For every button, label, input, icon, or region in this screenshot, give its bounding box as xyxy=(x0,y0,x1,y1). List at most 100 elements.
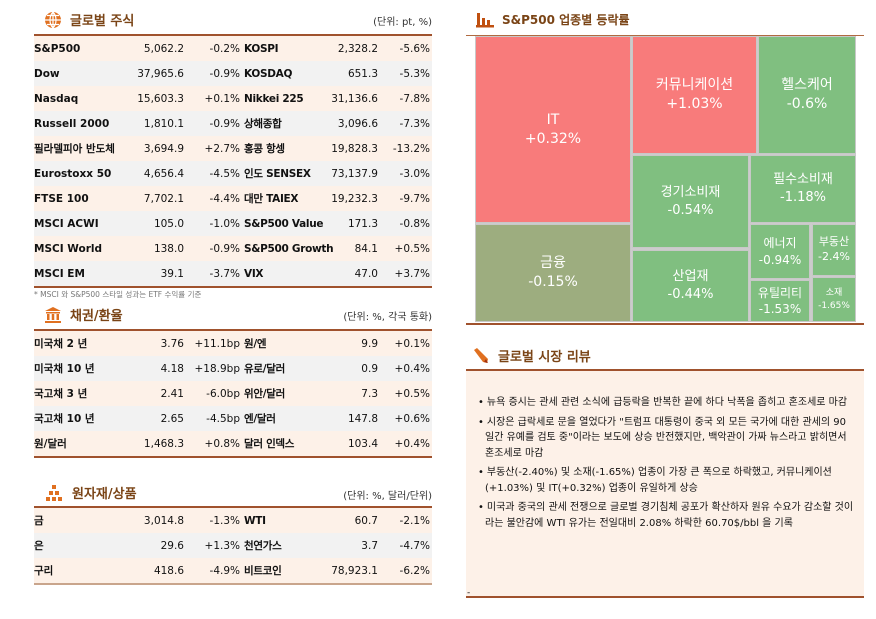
bonds-table: 미국채 2 년 3.76 +11.1bp 원/엔 9.9 +0.1% 미국채 10 년 4.1… xyxy=(34,329,432,458)
table-row: 원/달러 1,468.3 +0.8% 달러 인덱스 103.4 +0.4% xyxy=(34,431,432,456)
cell-change-2: -7.8% xyxy=(399,92,430,105)
cell-value-2: 2,328.2 xyxy=(337,42,378,55)
sector-name: 소재 xyxy=(825,288,843,299)
cell-change: +0.1% xyxy=(204,92,240,105)
equities-unit: (단위: pt, %) xyxy=(373,17,432,28)
cell-value-2: 147.8 xyxy=(347,412,378,425)
cell-value: 105.0 xyxy=(153,217,184,230)
sector-cell: 산업재 -0.44% xyxy=(632,250,749,322)
cell-value: 1,468.3 xyxy=(143,437,184,450)
cell-name-2: 위안/달러 xyxy=(244,388,285,400)
sector-value: +0.32% xyxy=(524,130,582,147)
cell-change: -4.5bp xyxy=(206,412,240,425)
table-row: 국고채 3 년 2.41 -6.0bp 위안/달러 7.3 +0.5% xyxy=(34,381,432,406)
table-row: 금 3,014.8 -1.3% WTI 60.7 -2.1% xyxy=(34,508,432,533)
cell-change-2: -3.0% xyxy=(399,167,430,180)
review-box: 뉴욕 증시는 관세 관련 소식에 급등락을 반복한 끝에 하다 낙폭을 좁히고 … xyxy=(466,371,864,598)
review-title: 글로벌 시장 리뷰 xyxy=(472,346,591,365)
cell-change: -1.0% xyxy=(209,217,240,230)
cell-change: -4.4% xyxy=(209,192,240,205)
table-row: 은 29.6 +1.3% 천연가스 3.7 -4.7% xyxy=(34,533,432,558)
cell-value: 3,014.8 xyxy=(143,514,184,527)
cell-change-2: -9.7% xyxy=(399,192,430,205)
cell-change-2: +0.5% xyxy=(394,242,430,255)
cell-name-2: WTI xyxy=(244,514,266,527)
bonds-title-text: 채권/환율 xyxy=(70,309,123,324)
cell-value-2: 3,096.6 xyxy=(337,117,378,130)
cell-name: 미국채 10 년 xyxy=(34,363,95,375)
cell-change: -0.9% xyxy=(209,242,240,255)
table-row: 필라델피아 반도체 3,694.9 +2.7% 홍콩 항셍 19,828.3 -13.2% xyxy=(34,136,432,161)
sector-name: IT xyxy=(546,111,560,128)
sector-cell: 경기소비재 -0.54% xyxy=(632,155,749,248)
cell-name-2: S&P500 Growth xyxy=(244,242,334,255)
equities-title: 글로벌 주식 xyxy=(44,10,134,29)
table-row: MSCI World 138.0 -0.9% S&P500 Growth 84.1 +0.… xyxy=(34,236,432,261)
cell-value: 3,694.9 xyxy=(143,142,184,155)
cell-name-2: 홍콩 항셍 xyxy=(244,143,285,155)
cell-name: Nasdaq xyxy=(34,92,79,105)
review-title-text: 글로벌 시장 리뷰 xyxy=(498,350,591,365)
cell-value: 418.6 xyxy=(153,564,184,577)
sector-value: -0.15% xyxy=(528,274,578,290)
sector-cell: 필수소비재 -1.18% xyxy=(750,155,856,223)
cell-value: 5,062.2 xyxy=(143,42,184,55)
cell-value-2: 78,923.1 xyxy=(331,564,378,577)
review-bullet: 뉴욕 증시는 관세 관련 소식에 급등락을 반복한 끝에 하다 낙폭을 좁히고 … xyxy=(476,395,854,411)
sectors-title-text: S&P500 업종별 등락률 xyxy=(502,13,630,27)
cell-name-2: KOSDAQ xyxy=(244,67,293,80)
cell-name-2: KOSPI xyxy=(244,42,279,55)
cell-name: 은 xyxy=(34,540,44,552)
cell-change-2: -13.2% xyxy=(392,142,430,155)
cell-change-2: -5.6% xyxy=(399,42,430,55)
sector-treemap: IT +0.32% 금융 -0.15% 커뮤니케이션 +1.03% 헬스케어 -0.6% 경기소… xyxy=(475,36,856,322)
cell-name-2: 인도 SENSEX xyxy=(244,168,311,180)
sectors-title: S&P500 업종별 등락률 xyxy=(476,11,630,28)
cell-change: +2.7% xyxy=(204,142,240,155)
footer-dash: - xyxy=(467,588,471,598)
cell-change: -1.3% xyxy=(209,514,240,527)
commodities-title: 원자재/상품 xyxy=(44,483,137,502)
cell-value-2: 60.7 xyxy=(354,514,378,527)
table-row: MSCI ACWI 105.0 -1.0% S&P500 Value 171.3 -0.8… xyxy=(34,211,432,236)
review-bullet: 시장은 급락세로 문을 열었다가 "트럼프 대통령이 중국 외 모든 국가에 대… xyxy=(476,415,854,462)
cell-value-2: 651.3 xyxy=(347,67,378,80)
cell-name: FTSE 100 xyxy=(34,192,89,205)
table-row: Russell 2000 1,810.1 -0.9% 상해종합 3,096.6 -7.3% xyxy=(34,111,432,136)
cell-name-2: 유로/달러 xyxy=(244,363,285,375)
cell-change: -3.7% xyxy=(209,267,240,280)
cell-name: S&P500 xyxy=(34,42,81,55)
cell-name: 원/달러 xyxy=(34,438,67,450)
table-row: 미국채 2 년 3.76 +11.1bp 원/엔 9.9 +0.1% xyxy=(34,331,432,356)
sector-name: 경기소비재 xyxy=(660,184,721,200)
sector-name: 필수소비재 xyxy=(773,172,833,188)
cell-name-2: 상해종합 xyxy=(244,118,282,130)
sector-cell: IT +0.32% xyxy=(475,36,631,223)
cell-change: -0.9% xyxy=(209,67,240,80)
cell-name-2: 대만 TAIEX xyxy=(244,193,299,205)
cell-value-2: 171.3 xyxy=(347,217,378,230)
bonds-title: 채권/환율 xyxy=(44,305,123,324)
cell-value: 29.6 xyxy=(160,539,184,552)
cell-name: 필라델피아 반도체 xyxy=(34,143,115,155)
cell-value: 4.18 xyxy=(160,362,184,375)
sector-cell: 헬스케어 -0.6% xyxy=(758,36,856,154)
sector-name: 커뮤니케이션 xyxy=(655,77,734,94)
cell-value-2: 0.9 xyxy=(361,362,378,375)
commodities-unit: (단위: %, 달러/단위) xyxy=(343,491,432,502)
cell-change: -0.2% xyxy=(209,42,240,55)
cell-name-2: 엔/달러 xyxy=(244,413,276,425)
cell-name: 미국채 2 년 xyxy=(34,338,88,350)
globe-icon xyxy=(45,11,61,28)
table-row: S&P500 5,062.2 -0.2% KOSPI 2,328.2 -5.6% xyxy=(34,36,432,61)
sector-cell: 커뮤니케이션 +1.03% xyxy=(632,36,757,154)
table-row: 미국채 10 년 4.18 +18.9bp 유로/달러 0.9 +0.4% xyxy=(34,356,432,381)
sector-value: -1.65% xyxy=(818,300,850,311)
cell-value-2: 7.3 xyxy=(361,387,378,400)
cell-value: 15,603.3 xyxy=(137,92,184,105)
bonds-unit: (단위: %, 각국 통화) xyxy=(343,312,432,323)
gold-bars-icon xyxy=(46,484,62,501)
cell-value: 3.76 xyxy=(160,337,184,350)
cell-value-2: 31,136.6 xyxy=(331,92,378,105)
commodities-title-text: 원자재/상품 xyxy=(72,487,137,502)
